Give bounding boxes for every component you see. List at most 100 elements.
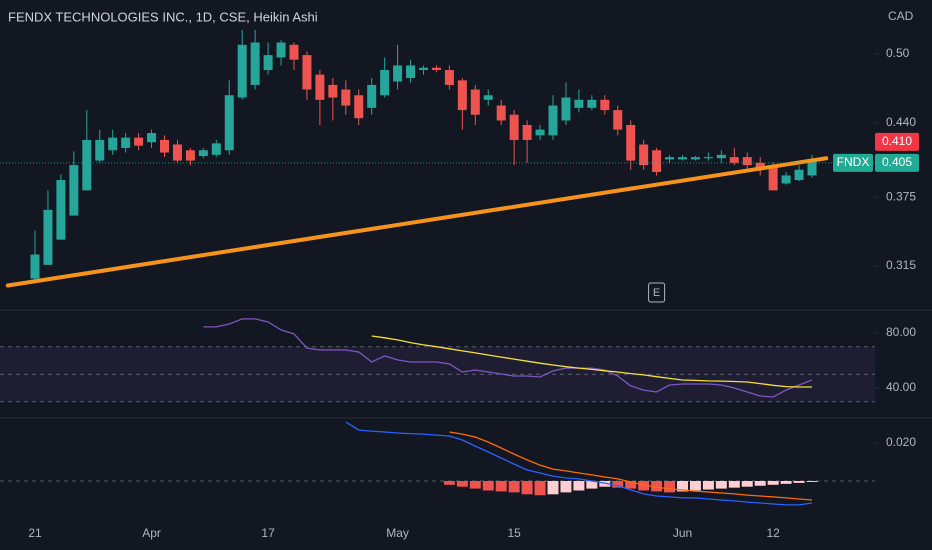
histogram-bar: [547, 481, 559, 495]
candle-body: [509, 114, 519, 140]
symbol-tag: [833, 153, 873, 172]
histogram-bar: [677, 481, 688, 492]
y-tick-label: 80.00: [886, 325, 916, 339]
candle-body: [496, 105, 506, 121]
event-marker: [648, 282, 666, 303]
candle-body: [69, 165, 79, 216]
indicator-line: [371, 335, 812, 388]
histogram-bar: [767, 481, 779, 485]
candle-body: [639, 144, 649, 166]
candle-body: [626, 125, 636, 161]
x-tick-label: 21: [28, 526, 42, 540]
histogram-bar: [728, 481, 740, 488]
histogram-bar: [560, 481, 572, 493]
candle-body: [794, 169, 804, 181]
y-tick-label: 0.375: [886, 189, 916, 203]
candle-body: [172, 144, 182, 161]
histogram-bar: [586, 481, 598, 489]
candle-body: [613, 110, 623, 130]
candle-body: [211, 143, 221, 155]
candle-body: [483, 95, 493, 100]
candle-body: [470, 89, 480, 115]
candle-body: [328, 84, 338, 98]
histogram-bar: [495, 481, 507, 492]
candle-body: [147, 133, 157, 143]
candle-body: [224, 95, 234, 151]
candle-body: [160, 139, 169, 153]
price-tag: [875, 132, 919, 151]
candle-body: [30, 254, 40, 279]
currency-label: CAD: [888, 9, 914, 23]
histogram-bar: [573, 481, 585, 491]
candle-body: [134, 137, 144, 146]
histogram-bar: [702, 481, 714, 490]
candle-body: [276, 42, 286, 58]
histogram-bar: [456, 481, 468, 487]
candle-body: [419, 67, 428, 71]
candle-body: [703, 157, 713, 159]
candle-body: [380, 70, 390, 96]
candle-body: [43, 209, 53, 265]
histogram-bar: [793, 481, 805, 483]
histogram-bar: [689, 481, 701, 491]
histogram-bar: [508, 481, 520, 493]
candle-body: [678, 157, 687, 160]
candle-body: [263, 55, 273, 71]
y-tick-label: 0.020: [886, 435, 916, 449]
x-tick-label: Jun: [673, 526, 692, 540]
candle-body: [121, 137, 131, 148]
histogram-bar: [741, 481, 753, 487]
candle-body: [367, 84, 377, 108]
histogram-bar: [754, 481, 766, 486]
candle-body: [600, 99, 610, 111]
candle-body: [755, 162, 765, 170]
candle-body: [690, 157, 700, 160]
indicator-line: [203, 318, 813, 398]
candle-body: [237, 44, 247, 98]
candle-body: [716, 154, 726, 159]
x-tick-label: 15: [507, 526, 521, 540]
x-tick-label: 17: [261, 526, 275, 540]
candle-body: [289, 44, 299, 60]
candle-body: [406, 65, 416, 79]
candle-body: [807, 160, 817, 176]
candle-body: [354, 95, 364, 119]
x-tick-label: 12: [766, 526, 780, 540]
histogram-bar: [638, 481, 650, 491]
candle-body: [444, 70, 454, 85]
price-tag: [875, 153, 919, 172]
histogram-bar: [715, 481, 727, 489]
chart-title: FENDX TECHNOLOGIES INC., 1D, CSE, Heikin…: [8, 9, 318, 24]
candle-body: [742, 157, 752, 166]
candle-body: [587, 99, 597, 108]
x-tick-label: May: [386, 526, 409, 540]
candle-body: [315, 74, 325, 100]
candle-body: [250, 42, 260, 85]
candle-body: [768, 165, 778, 191]
candle-body: [522, 125, 532, 140]
histogram-bar: [443, 481, 455, 485]
histogram-bar: [780, 481, 792, 484]
histogram-bar: [469, 481, 481, 489]
candle-body: [535, 129, 545, 136]
candle-body: [341, 89, 351, 106]
candle-body: [561, 97, 571, 121]
histogram-bar: [521, 481, 533, 495]
candle-body: [108, 137, 118, 151]
histogram-bar: [534, 481, 546, 496]
candle-body: [781, 175, 791, 184]
candle-body: [56, 180, 66, 240]
indicator-line: [345, 421, 813, 506]
candle-body: [729, 157, 739, 163]
histogram-bar: [651, 481, 663, 492]
y-tick-label: 0.315: [886, 258, 916, 272]
histogram-bar: [482, 481, 494, 491]
candle-body: [393, 65, 403, 82]
candle-body: [431, 67, 441, 71]
histogram-bar: [612, 481, 624, 488]
event-label: E: [653, 287, 660, 299]
histogram-bar: [806, 481, 818, 482]
y-tick-label: 40.00: [886, 380, 916, 394]
histogram-bar: [599, 481, 611, 487]
